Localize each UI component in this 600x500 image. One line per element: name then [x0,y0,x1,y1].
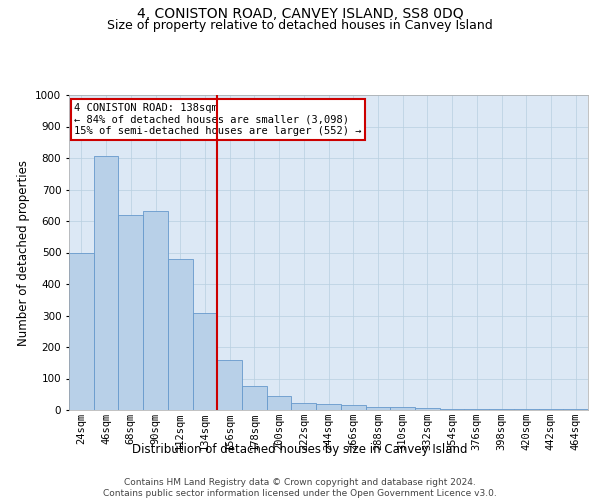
Bar [341,406,365,410]
Bar [94,156,118,410]
Text: 4, CONISTON ROAD, CANVEY ISLAND, SS8 0DQ: 4, CONISTON ROAD, CANVEY ISLAND, SS8 0DQ [137,8,463,22]
Y-axis label: Number of detached properties: Number of detached properties [17,160,29,346]
Text: 4 CONISTON ROAD: 138sqm
← 84% of detached houses are smaller (3,098)
15% of semi: 4 CONISTON ROAD: 138sqm ← 84% of detache… [74,103,362,136]
Bar [267,396,292,410]
Bar [217,360,242,410]
Bar [242,386,267,410]
Bar [69,252,94,410]
Text: Contains HM Land Registry data © Crown copyright and database right 2024.
Contai: Contains HM Land Registry data © Crown c… [103,478,497,498]
Bar [316,404,341,410]
Text: Size of property relative to detached houses in Canvey Island: Size of property relative to detached ho… [107,18,493,32]
Bar [292,403,316,410]
Bar [365,407,390,410]
Bar [390,408,415,410]
Bar [415,408,440,410]
Bar [143,211,168,410]
Bar [168,260,193,410]
Bar [118,214,143,410]
Bar [193,313,217,410]
Bar [440,409,464,410]
Text: Distribution of detached houses by size in Canvey Island: Distribution of detached houses by size … [132,442,468,456]
